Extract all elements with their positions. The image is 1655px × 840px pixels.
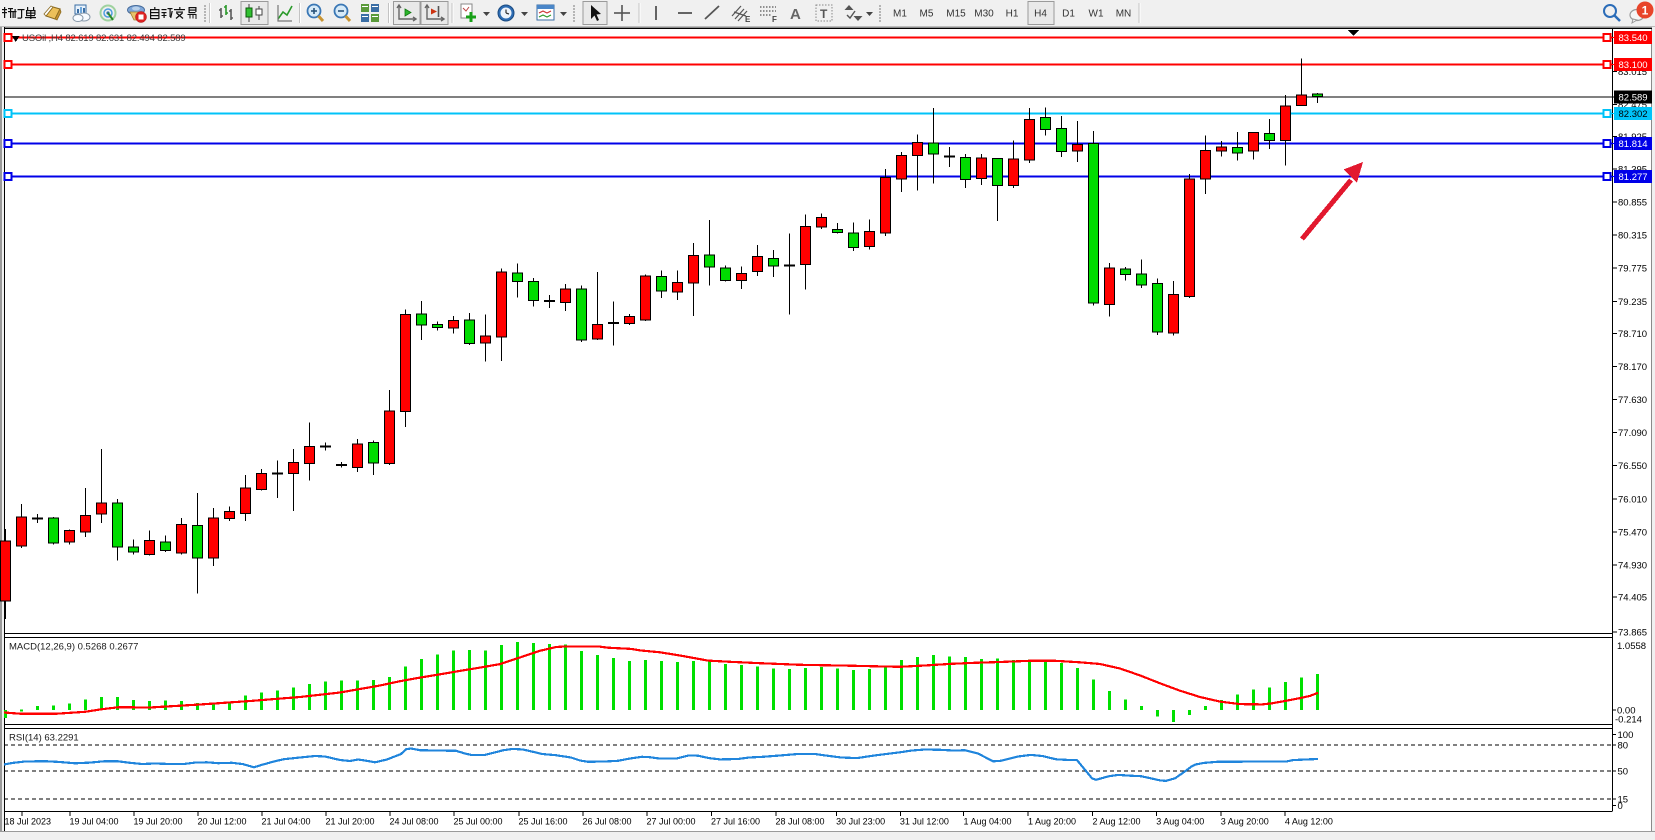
svg-text:83.540: 83.540 [1619,33,1648,44]
svg-text:M30: M30 [974,9,994,20]
svg-text:25 Jul 00:00: 25 Jul 00:00 [453,817,502,827]
svg-text:20 Jul 12:00: 20 Jul 12:00 [197,817,246,827]
svg-text:4 Aug 12:00: 4 Aug 12:00 [1285,817,1333,827]
svg-text:1 Aug 04:00: 1 Aug 04:00 [963,817,1011,827]
svg-text:1.0558: 1.0558 [1617,641,1646,652]
svg-text:83.015: 83.015 [1618,67,1647,78]
svg-text:25 Jul 16:00: 25 Jul 16:00 [518,817,567,827]
svg-text:21 Jul 04:00: 21 Jul 04:00 [261,817,310,827]
svg-text:77.090: 77.090 [1618,428,1647,439]
svg-text:81.277: 81.277 [1619,172,1648,183]
svg-text:83.100: 83.100 [1619,60,1648,71]
svg-text:75.470: 75.470 [1618,528,1647,539]
svg-text:82.302: 82.302 [1619,109,1648,120]
svg-text:M5: M5 [920,9,934,20]
svg-text:30 Jul 23:00: 30 Jul 23:00 [836,817,885,827]
svg-text:F: F [772,15,777,24]
svg-text:1 Aug 20:00: 1 Aug 20:00 [1028,817,1076,827]
svg-text:100: 100 [1618,730,1634,741]
svg-text:74.930: 74.930 [1618,561,1647,572]
svg-text:73.865: 73.865 [1618,628,1647,639]
svg-text:A: A [790,6,801,23]
svg-text:21 Jul 20:00: 21 Jul 20:00 [325,817,374,827]
svg-text:27 Jul 00:00: 27 Jul 00:00 [646,817,695,827]
svg-text:0: 0 [1618,801,1623,812]
svg-text:80.315: 80.315 [1618,231,1647,242]
svg-text:MACD(12,26,9) 0.5268 0.2677: MACD(12,26,9) 0.5268 0.2677 [9,642,138,653]
svg-text:78.170: 78.170 [1618,362,1647,373]
svg-text:W1: W1 [1089,9,1104,20]
svg-text:28 Jul 08:00: 28 Jul 08:00 [775,817,824,827]
svg-text:E: E [745,15,751,24]
svg-text:2 Aug 12:00: 2 Aug 12:00 [1092,817,1140,827]
svg-text:76.550: 76.550 [1618,461,1647,472]
svg-text:24 Jul 08:00: 24 Jul 08:00 [389,817,438,827]
svg-text:3 Aug 04:00: 3 Aug 04:00 [1156,817,1204,827]
svg-text:81.814: 81.814 [1619,139,1648,150]
svg-text:50: 50 [1618,767,1629,778]
svg-text:M15: M15 [946,9,966,20]
svg-text:27 Jul 16:00: 27 Jul 16:00 [711,817,760,827]
svg-text:74.405: 74.405 [1618,593,1647,604]
svg-text:19 Jul 20:00: 19 Jul 20:00 [133,817,182,827]
svg-text:D1: D1 [1062,9,1075,20]
svg-text:31 Jul 12:00: 31 Jul 12:00 [900,817,949,827]
svg-text:82.589: 82.589 [1619,93,1648,104]
svg-text:26 Jul 08:00: 26 Jul 08:00 [582,817,631,827]
svg-text:0.00: 0.00 [1617,706,1636,717]
svg-text:H4: H4 [1034,9,1047,20]
svg-text:79.235: 79.235 [1618,297,1647,308]
svg-text:78.710: 78.710 [1618,329,1647,340]
svg-text:19 Jul 04:00: 19 Jul 04:00 [69,817,118,827]
svg-text:RSI(14) 63.2291: RSI(14) 63.2291 [9,733,79,744]
svg-text:77.630: 77.630 [1618,395,1647,406]
svg-text:-0.214: -0.214 [1615,715,1642,726]
svg-text:76.010: 76.010 [1618,495,1647,506]
svg-text:M1: M1 [893,9,907,20]
svg-text:MN: MN [1116,9,1132,20]
svg-text:80.855: 80.855 [1618,198,1647,209]
svg-text:T: T [820,7,828,21]
svg-text:18 Jul 2023: 18 Jul 2023 [5,817,52,827]
svg-text:80: 80 [1618,741,1629,752]
svg-text:79.775: 79.775 [1618,264,1647,275]
svg-text:3 Aug 20:00: 3 Aug 20:00 [1221,817,1269,827]
svg-text:82.475: 82.475 [1618,100,1647,111]
svg-text:USOil ,H4 82.619 82.631 82.49: USOil ,H4 82.619 82.631 82.494 82.589 [22,33,185,44]
svg-text:1: 1 [1642,4,1649,18]
svg-text:15: 15 [1618,795,1629,806]
svg-text:H1: H1 [1006,9,1019,20]
